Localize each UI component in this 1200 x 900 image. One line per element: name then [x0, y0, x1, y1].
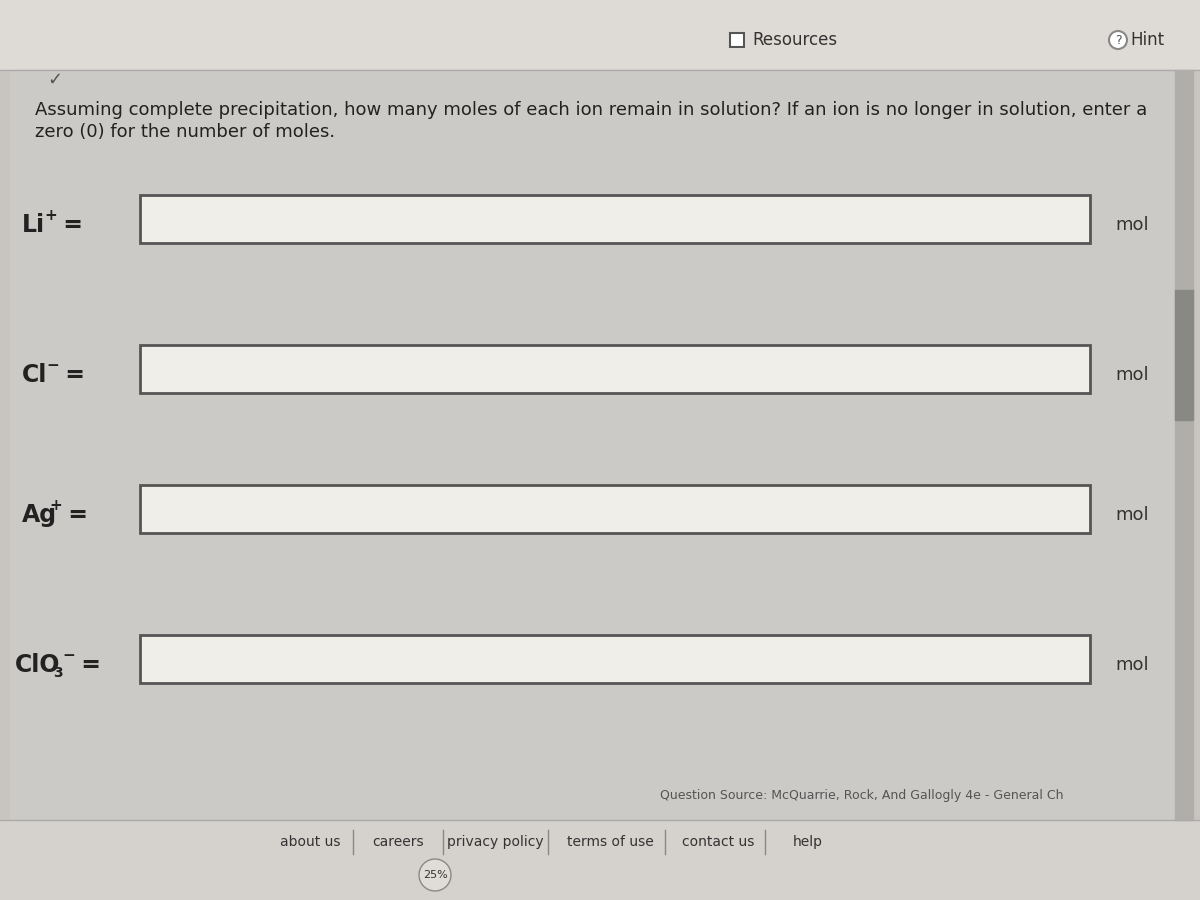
Text: =: = [58, 363, 85, 387]
Text: Cl: Cl [22, 363, 47, 387]
Bar [0, 0, 1200, 70]
Bar [730, 33, 744, 47]
Bar [10, 70, 1175, 820]
Text: terms of use: terms of use [566, 835, 653, 849]
Text: contact us: contact us [682, 835, 754, 849]
Text: −: − [46, 357, 59, 373]
Text: Li: Li [22, 213, 46, 237]
Bar [1175, 290, 1193, 420]
Bar [140, 635, 1090, 683]
Text: =: = [73, 653, 101, 677]
Bar [730, 33, 744, 47]
Text: mol: mol [1115, 216, 1148, 234]
Bar [140, 485, 1090, 533]
Text: mol: mol [1115, 506, 1148, 524]
Text: zero (0) for the number of moles.: zero (0) for the number of moles. [35, 123, 335, 141]
Text: mol: mol [1115, 366, 1148, 384]
Circle shape [419, 859, 451, 891]
Text: ClO: ClO [14, 653, 60, 677]
Text: +: + [44, 208, 56, 222]
Bar [1175, 70, 1193, 820]
Circle shape [1109, 31, 1127, 49]
Bar [0, 820, 1200, 900]
Text: Assuming complete precipitation, how many moles of each ion remain in solution? : Assuming complete precipitation, how man… [35, 101, 1147, 119]
Bar [140, 345, 1090, 393]
Text: =: = [55, 213, 83, 237]
Text: +: + [49, 498, 61, 512]
Text: Question Source: McQuarrie, Rock, And Gallogly 4e - General Ch: Question Source: McQuarrie, Rock, And Ga… [660, 788, 1063, 802]
Text: ✓: ✓ [48, 71, 62, 89]
Text: Resources: Resources [752, 31, 838, 49]
Text: Hint: Hint [1130, 31, 1164, 49]
Text: −: − [62, 647, 74, 662]
Text: 25%: 25% [422, 870, 448, 880]
Text: careers: careers [372, 835, 424, 849]
Text: about us: about us [280, 835, 341, 849]
Text: privacy policy: privacy policy [446, 835, 544, 849]
Text: 3: 3 [53, 666, 62, 680]
Bar [140, 345, 1090, 393]
Text: ?: ? [1115, 33, 1121, 47]
Bar [140, 195, 1090, 243]
Text: =: = [60, 503, 88, 527]
Text: Ag: Ag [22, 503, 58, 527]
Bar [140, 485, 1090, 533]
Text: mol: mol [1115, 656, 1148, 674]
Bar [140, 195, 1090, 243]
Bar [140, 635, 1090, 683]
Text: help: help [793, 835, 823, 849]
